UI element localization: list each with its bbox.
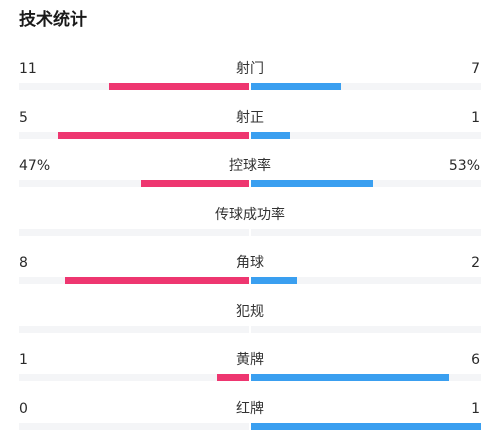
- away-bar: [251, 374, 449, 381]
- home-value: 5: [19, 110, 28, 126]
- stat-label: 控球率: [229, 158, 271, 174]
- away-bar: [251, 277, 297, 284]
- home-bar: [109, 83, 249, 90]
- away-bar: [251, 132, 290, 139]
- stat-label: 射正: [236, 110, 264, 126]
- home-value: 8: [19, 255, 28, 271]
- stat-row: 47% 控球率 53%: [0, 157, 500, 191]
- home-bar-track: [19, 83, 249, 90]
- stat-row: 犯规: [0, 303, 500, 337]
- home-bar-track: [19, 277, 249, 284]
- stat-row: 11 射门 7: [0, 60, 500, 94]
- away-bar-track: [251, 423, 481, 430]
- away-value: 2: [471, 255, 480, 271]
- home-bar-track: [19, 374, 249, 381]
- home-value: 47%: [19, 158, 51, 174]
- away-bar-track: [251, 374, 481, 381]
- away-bar: [251, 180, 373, 187]
- home-bar: [217, 374, 249, 381]
- home-value: 11: [19, 61, 37, 77]
- away-value: 1: [471, 110, 480, 126]
- stat-label: 角球: [236, 255, 264, 271]
- stat-label: 红牌: [236, 401, 264, 417]
- home-value: 1: [19, 352, 28, 368]
- home-bar-track: [19, 326, 249, 333]
- stat-label: 犯规: [236, 304, 264, 320]
- home-bar: [65, 277, 249, 284]
- stat-label: 射门: [236, 61, 264, 77]
- stat-label: 黄牌: [236, 352, 264, 368]
- away-bar-track: [251, 132, 481, 139]
- away-bar-track: [251, 326, 481, 333]
- stat-row: 5 射正 1: [0, 109, 500, 143]
- away-bar-track: [251, 229, 481, 236]
- away-value: 1: [471, 401, 480, 417]
- away-value: 6: [471, 352, 480, 368]
- home-bar-track: [19, 423, 249, 430]
- away-bar: [251, 83, 341, 90]
- stat-row: 8 角球 2: [0, 254, 500, 288]
- stat-label: 传球成功率: [215, 207, 285, 223]
- away-bar-track: [251, 83, 481, 90]
- home-bar-track: [19, 229, 249, 236]
- away-bar: [251, 423, 481, 430]
- home-bar-track: [19, 180, 249, 187]
- away-bar-track: [251, 277, 481, 284]
- home-value: 0: [19, 401, 28, 417]
- home-bar: [141, 180, 249, 187]
- home-bar-track: [19, 132, 249, 139]
- away-value: 7: [471, 61, 480, 77]
- home-bar: [58, 132, 249, 139]
- stat-row: 0 红牌 1: [0, 400, 500, 434]
- stat-row: 传球成功率: [0, 206, 500, 240]
- stat-row: 1 黄牌 6: [0, 351, 500, 385]
- away-bar-track: [251, 180, 481, 187]
- section-title: 技术统计: [19, 10, 87, 30]
- away-value: 53%: [448, 158, 480, 174]
